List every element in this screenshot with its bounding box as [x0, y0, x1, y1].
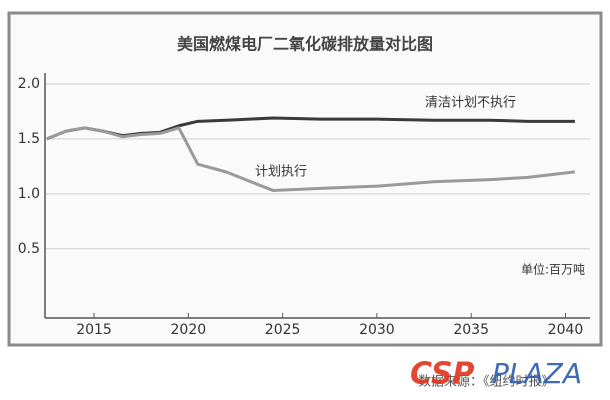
watermark-csp: CSP: [410, 357, 475, 392]
x-tick-label: 2020: [171, 322, 207, 338]
watermark-plaza: PLAZA: [492, 357, 582, 390]
y-tick-label: 0.5: [18, 241, 40, 257]
series-label: 清洁计划不执行: [425, 96, 516, 111]
x-tick-label: 2030: [359, 322, 395, 338]
chart-title: 美国燃煤电厂二氧化碳排放量对比图: [177, 35, 433, 54]
x-tick-label: 2025: [265, 322, 301, 338]
series-label: 计划执行: [255, 165, 307, 180]
x-tick-label: 2035: [453, 322, 489, 338]
series-line: [46, 126, 576, 193]
unit-note: 单位:百万吨: [521, 262, 585, 277]
y-tick-label: 1.0: [18, 186, 40, 202]
x-tick-label: 2040: [548, 322, 584, 338]
y-tick-label: 2.0: [18, 76, 40, 92]
source: 数据来源：《纽约时报》: [418, 375, 555, 390]
y-tick-label: 1.5: [18, 131, 40, 147]
x-tick-label: 2015: [76, 322, 112, 338]
